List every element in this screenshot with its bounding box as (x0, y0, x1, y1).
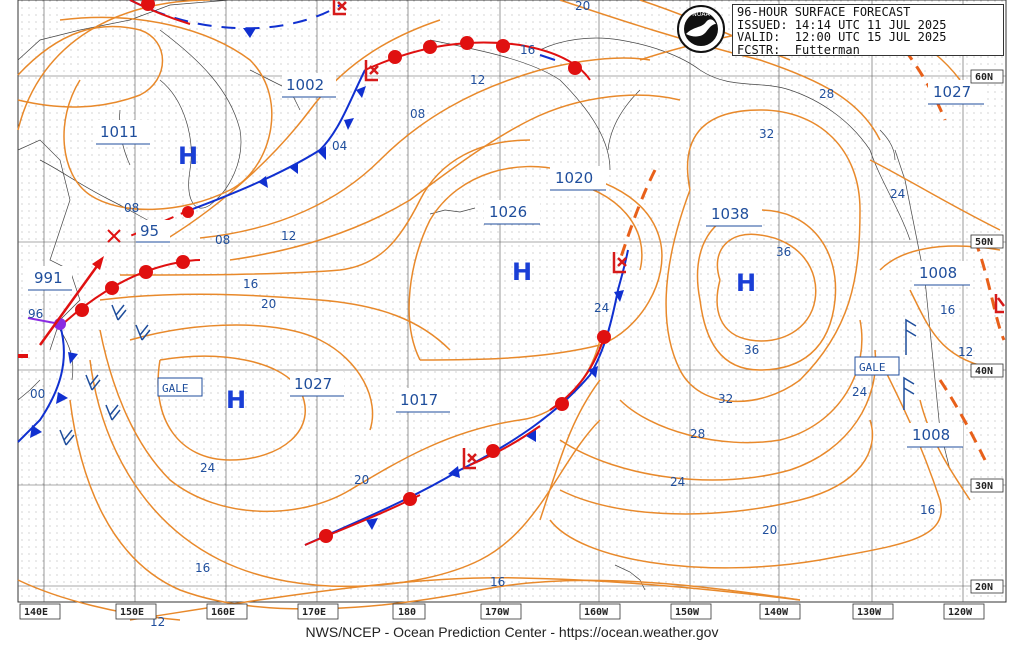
isobar-label: 24 (594, 301, 609, 315)
lon-label: 120W (948, 607, 973, 618)
lon-label: 140E (24, 607, 48, 618)
fronts (17, 0, 629, 546)
low-x-mark-west (107, 229, 121, 243)
map-background (18, 0, 1006, 602)
low-symbol-1020 (612, 252, 627, 274)
wind-barbs (59, 304, 917, 446)
pressure-label-1027-east: 1027 (933, 83, 971, 101)
isobar-label: 28 (819, 87, 834, 101)
pressure-label-1020: 1020 (555, 169, 593, 187)
lon-label: 160W (584, 607, 609, 618)
pressure-label-1026: 1026 (489, 203, 527, 221)
isobar-label: 16 (490, 575, 505, 589)
isobar-label: 32 (759, 127, 774, 141)
pressure-label-96: 96 (28, 307, 43, 321)
isobar-label: 12 (958, 345, 973, 359)
isobar-label: 20 (575, 0, 590, 13)
troughs (618, 49, 1006, 461)
movement-arrow-west (38, 261, 102, 346)
isobar-label: 08 (410, 107, 425, 121)
longitude-axis: 140E 150E 160E 170E 180 170W 160W 150W 1… (19, 603, 985, 620)
isobar-label: 20 (261, 297, 276, 311)
isobar-label: 36 (744, 343, 759, 357)
isobar-label: 16 (920, 503, 935, 517)
isobar-label: 24 (890, 187, 905, 201)
low-symbol-1002 (364, 60, 379, 82)
lat-label: 30N (975, 481, 993, 492)
header-issued: ISSUED: 14:14 UTC 11 JUL 2025 (737, 17, 947, 32)
pressure-label-1011: 1011 (100, 123, 138, 141)
lon-label: 170E (302, 607, 326, 618)
lon-label: 160E (211, 607, 235, 618)
high-symbol-1027-west: H (226, 386, 246, 414)
trough-east-coast (938, 379, 987, 461)
pressure-label-1008-north: 1008 (919, 264, 957, 282)
isobars (17, 0, 1001, 621)
gale-label-west: GALE (162, 382, 189, 395)
isobar-label: 28 (690, 427, 705, 441)
header-forecaster: FCSTR: Futterman (737, 42, 860, 57)
coastlines (17, 0, 951, 591)
pressure-label-995: 95 (140, 222, 159, 240)
lon-label: 180 (398, 607, 416, 618)
lat-label: 40N (975, 366, 993, 377)
noaa-logo-text: NOAA (692, 11, 710, 18)
isobar-label: 16 (520, 43, 535, 57)
isobar-label: 20 (762, 523, 777, 537)
isobar-label: 16 (195, 561, 210, 575)
high-symbol-1026: H (512, 258, 532, 286)
header-valid: VALID: 12:00 UTC 15 JUL 2025 (737, 30, 947, 44)
low-symbol-1017 (462, 448, 477, 470)
isobar-label: 12 (281, 229, 296, 243)
isobar-label: 12 (470, 73, 485, 87)
isobar-label: 24 (200, 461, 215, 475)
isobar-label: 08 (215, 233, 230, 247)
lat-label: 60N (975, 72, 993, 83)
high-symbol-1011: H (178, 142, 198, 170)
isobar-label: 08 (124, 201, 139, 215)
isobar-label: 20 (354, 473, 369, 487)
low-symbol-east (994, 294, 1005, 314)
trough-east-north (903, 49, 947, 121)
pressure-label-991: 991 (34, 269, 63, 287)
pressure-label-1002: 1002 (286, 76, 324, 94)
cold-front-1002 (189, 69, 366, 211)
high-symbol-1038: H (736, 269, 756, 297)
isobar-label: 24 (852, 385, 867, 399)
isobar-label: 36 (776, 245, 791, 259)
pressure-label-1038: 1038 (711, 205, 749, 223)
lon-label: 140W (764, 607, 789, 618)
cold-front-west (17, 324, 65, 443)
noaa-logo: NOAA (677, 5, 725, 53)
lon-label: 150W (675, 607, 700, 618)
latitude-axis: 60N 50N 40N 30N 20N (970, 69, 1004, 594)
pressure-label-1027-west: 1027 (294, 375, 332, 393)
lon-label: 130W (857, 607, 882, 618)
isobar-label: 04 (332, 139, 347, 153)
footer-credit: NWS/NCEP - Ocean Prediction Center - htt… (305, 624, 719, 640)
low-symbol-top (332, 0, 347, 16)
isobar-label: 16 (940, 303, 955, 317)
forecast-header: 96-HOUR SURFACE FORECAST ISSUED: 14:14 U… (732, 4, 1004, 56)
lat-label: 20N (975, 582, 993, 593)
graticule (18, 0, 1006, 602)
lon-label: 170W (485, 607, 510, 618)
isobar-label: 24 (670, 475, 685, 489)
lat-label: 50N (975, 237, 993, 248)
pressure-label-1017: 1017 (400, 391, 438, 409)
lon-label: 150E (120, 607, 144, 618)
pressure-label-00: 00 (30, 387, 45, 401)
gale-label-east: GALE (859, 361, 886, 374)
pressure-label-1008-south: 1008 (912, 426, 950, 444)
header-title: 96-HOUR SURFACE FORECAST (737, 5, 911, 19)
isobar-label: 16 (243, 277, 258, 291)
trough-gulf (618, 169, 657, 261)
isobar-label: 32 (718, 392, 733, 406)
